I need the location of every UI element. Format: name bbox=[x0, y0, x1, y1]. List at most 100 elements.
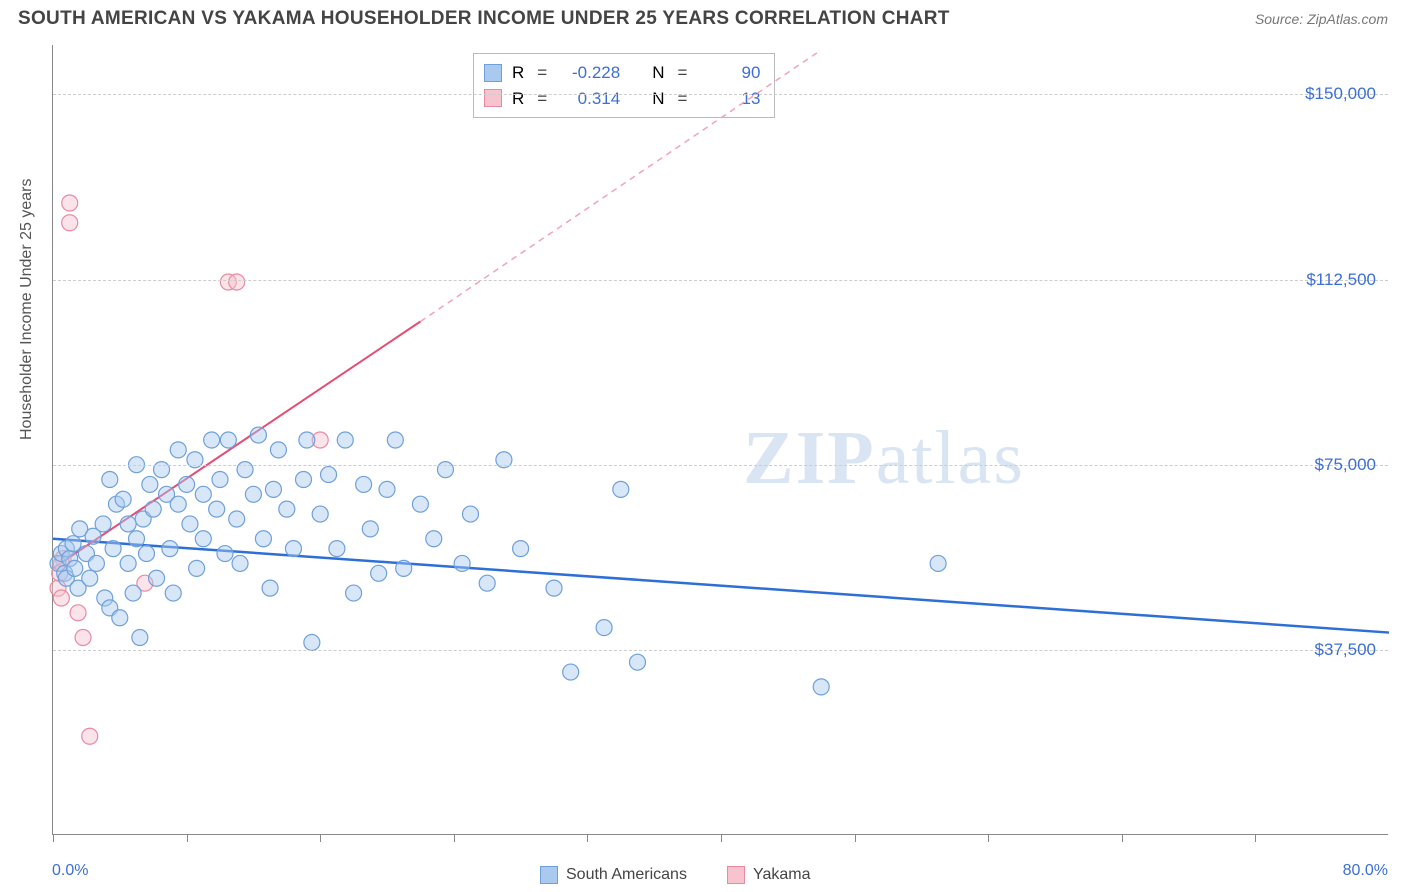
point-south-american bbox=[479, 575, 495, 591]
trendline-south-american bbox=[53, 539, 1389, 633]
point-south-american bbox=[220, 432, 236, 448]
point-south-american bbox=[279, 501, 295, 517]
point-south-american bbox=[125, 585, 141, 601]
point-south-american bbox=[195, 531, 211, 547]
legend-swatch-yakama bbox=[727, 866, 745, 884]
point-south-american bbox=[346, 585, 362, 601]
point-yakama bbox=[229, 274, 245, 290]
point-south-american bbox=[321, 467, 337, 483]
point-south-american bbox=[88, 555, 104, 571]
point-south-american bbox=[285, 541, 301, 557]
point-south-american bbox=[362, 521, 378, 537]
point-south-american bbox=[245, 486, 261, 502]
gridline bbox=[53, 465, 1388, 466]
point-south-american bbox=[356, 476, 372, 492]
point-south-american bbox=[229, 511, 245, 527]
point-south-american bbox=[67, 560, 83, 576]
x-tick bbox=[320, 834, 321, 842]
point-south-american bbox=[371, 565, 387, 581]
point-south-american bbox=[546, 580, 562, 596]
point-south-american bbox=[454, 555, 470, 571]
x-tick bbox=[988, 834, 989, 842]
point-south-american bbox=[813, 679, 829, 695]
point-south-american bbox=[189, 560, 205, 576]
legend-swatch-south-american bbox=[540, 866, 558, 884]
point-yakama bbox=[75, 630, 91, 646]
x-tick bbox=[587, 834, 588, 842]
point-south-american bbox=[102, 472, 118, 488]
point-south-american bbox=[387, 432, 403, 448]
point-south-american bbox=[170, 496, 186, 512]
point-south-american bbox=[396, 560, 412, 576]
point-south-american bbox=[182, 516, 198, 532]
x-tick bbox=[855, 834, 856, 842]
y-tick-label: $75,000 bbox=[1315, 455, 1376, 475]
chart-header: SOUTH AMERICAN VS YAKAMA HOUSEHOLDER INC… bbox=[0, 0, 1406, 34]
point-south-american bbox=[115, 491, 131, 507]
x-tick bbox=[187, 834, 188, 842]
y-tick-label: $150,000 bbox=[1305, 84, 1376, 104]
point-south-american bbox=[265, 481, 281, 497]
point-yakama bbox=[53, 590, 69, 606]
point-south-american bbox=[930, 555, 946, 571]
point-south-american bbox=[112, 610, 128, 626]
point-south-american bbox=[145, 501, 161, 517]
point-south-american bbox=[270, 442, 286, 458]
point-south-american bbox=[412, 496, 428, 512]
point-south-american bbox=[337, 432, 353, 448]
point-south-american bbox=[255, 531, 271, 547]
point-south-american bbox=[463, 506, 479, 522]
x-axis-max-label: 80.0% bbox=[1343, 862, 1388, 880]
point-south-american bbox=[179, 476, 195, 492]
x-tick bbox=[454, 834, 455, 842]
point-south-american bbox=[630, 654, 646, 670]
point-south-american bbox=[296, 472, 312, 488]
x-tick bbox=[721, 834, 722, 842]
point-south-american bbox=[209, 501, 225, 517]
y-tick-label: $37,500 bbox=[1315, 640, 1376, 660]
point-yakama bbox=[62, 195, 78, 211]
point-south-american bbox=[149, 570, 165, 586]
point-south-american bbox=[232, 555, 248, 571]
point-south-american bbox=[165, 585, 181, 601]
point-south-american bbox=[120, 516, 136, 532]
point-south-american bbox=[129, 531, 145, 547]
point-south-american bbox=[204, 432, 220, 448]
point-yakama bbox=[70, 605, 86, 621]
x-axis-min-label: 0.0% bbox=[52, 862, 88, 880]
x-tick bbox=[53, 834, 54, 842]
point-south-american bbox=[217, 546, 233, 562]
point-south-american bbox=[596, 620, 612, 636]
x-tick bbox=[1122, 834, 1123, 842]
chart-source: Source: ZipAtlas.com bbox=[1255, 11, 1388, 27]
series-legend: South Americans Yakama bbox=[540, 866, 810, 884]
point-south-american bbox=[139, 546, 155, 562]
plot-area: ZIPatlas R = -0.228 N = 90 R = 0.314 N =… bbox=[52, 45, 1388, 835]
point-south-american bbox=[312, 506, 328, 522]
point-south-american bbox=[250, 427, 266, 443]
point-south-american bbox=[426, 531, 442, 547]
x-tick bbox=[1255, 834, 1256, 842]
gridline bbox=[53, 650, 1388, 651]
point-yakama bbox=[82, 728, 98, 744]
point-south-american bbox=[105, 541, 121, 557]
point-south-american bbox=[195, 486, 211, 502]
gridline bbox=[53, 280, 1388, 281]
point-south-american bbox=[262, 580, 278, 596]
point-south-american bbox=[379, 481, 395, 497]
legend-item-south-american: South Americans bbox=[540, 866, 687, 884]
point-south-american bbox=[120, 555, 136, 571]
point-south-american bbox=[304, 634, 320, 650]
gridline bbox=[53, 94, 1388, 95]
point-south-american bbox=[170, 442, 186, 458]
legend-item-yakama: Yakama bbox=[727, 866, 811, 884]
point-south-american bbox=[162, 541, 178, 557]
point-south-american bbox=[142, 476, 158, 492]
point-south-american bbox=[299, 432, 315, 448]
point-south-american bbox=[132, 630, 148, 646]
point-south-american bbox=[95, 516, 111, 532]
point-south-american bbox=[65, 536, 81, 552]
point-south-american bbox=[513, 541, 529, 557]
point-south-american bbox=[212, 472, 228, 488]
y-axis-title: Householder Income Under 25 years bbox=[18, 179, 36, 440]
